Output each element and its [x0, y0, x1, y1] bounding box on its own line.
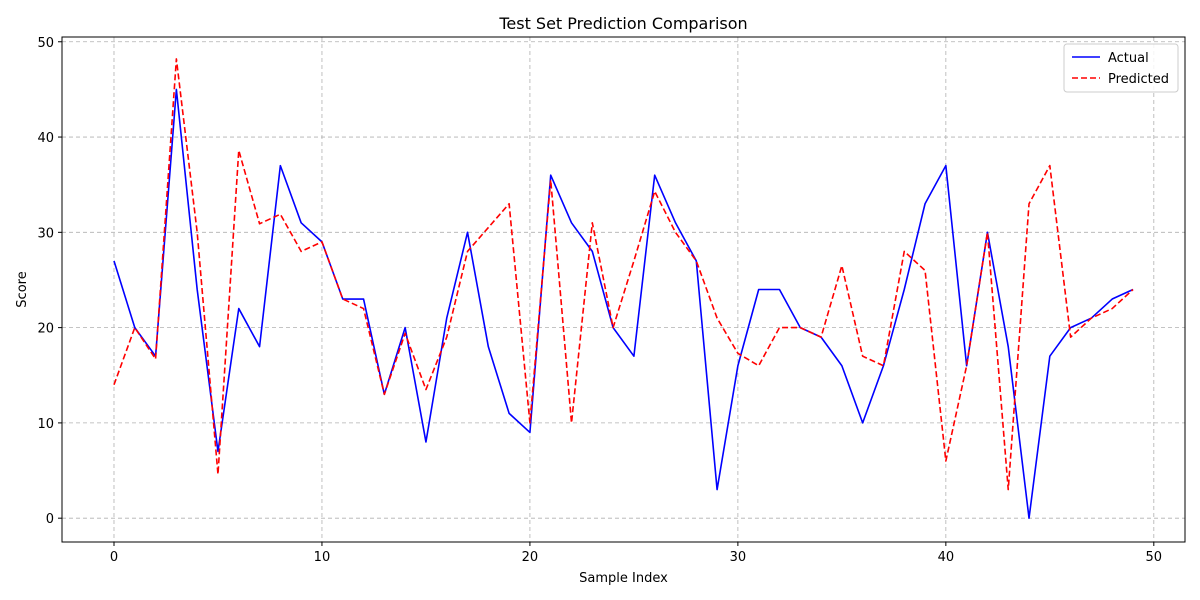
x-tick-label: 30 — [730, 550, 747, 565]
x-axis-label: Sample Index — [579, 571, 668, 586]
y-tick-label: 30 — [37, 226, 54, 241]
series-line-predicted — [113, 58, 1134, 491]
x-tick-label: 0 — [110, 550, 118, 565]
legend-label-predicted: Predicted — [1108, 72, 1169, 87]
plot-frame — [61, 36, 1186, 543]
y-tick-label: 40 — [37, 131, 54, 146]
legend-label-actual: Actual — [1108, 51, 1149, 66]
series-line-actual — [113, 88, 1134, 519]
y-axis-label: Score — [15, 271, 30, 307]
x-tick-label: 20 — [522, 550, 539, 565]
y-tick-label: 0 — [46, 512, 54, 527]
series-lines — [113, 58, 1134, 519]
y-tick-label: 50 — [37, 36, 54, 51]
x-tick-label: 40 — [938, 550, 955, 565]
axis-ticks: 0 10 20 30 40 50 0 10 20 30 40 50 — [37, 36, 1162, 565]
chart-title: Test Set Prediction Comparison — [498, 14, 747, 33]
y-tick-label: 10 — [37, 417, 54, 432]
grid — [62, 37, 1185, 542]
legend-box — [1063, 43, 1179, 93]
x-tick-label: 50 — [1146, 550, 1163, 565]
legend: Actual Predicted — [1063, 43, 1179, 93]
y-tick-label: 20 — [37, 322, 54, 337]
x-tick-label: 10 — [314, 550, 331, 565]
